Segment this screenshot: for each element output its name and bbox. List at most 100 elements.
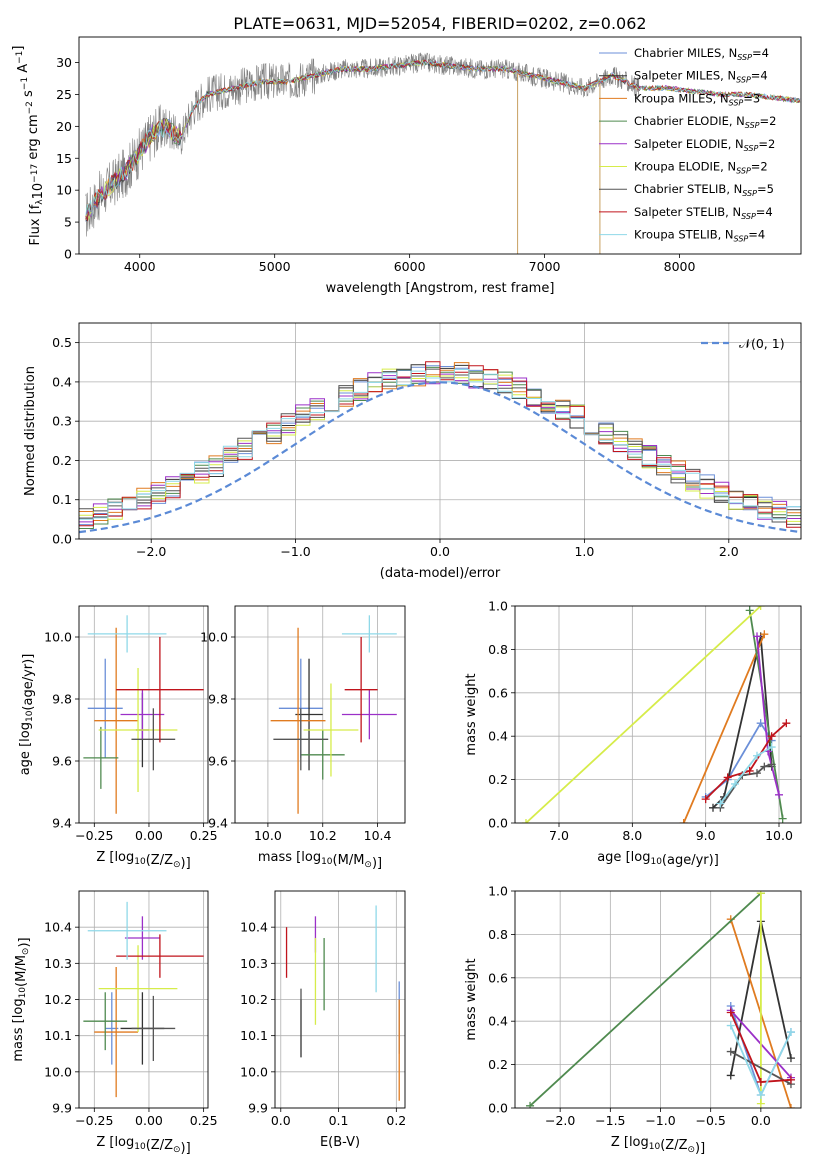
weight-marker-5 bbox=[522, 819, 530, 823]
weight-marker-8 bbox=[753, 751, 761, 760]
label-part: (Z/Z bbox=[660, 1138, 687, 1153]
y-tick-label: 10.0 bbox=[240, 1064, 268, 1079]
y-tick-label: 30 bbox=[56, 55, 72, 70]
y-tick-label: 10.1 bbox=[44, 1028, 72, 1043]
y-tick-label: 0.6 bbox=[488, 685, 508, 700]
label-part: (M/M bbox=[333, 853, 365, 868]
y-tick-label: 0.8 bbox=[488, 642, 508, 657]
legend-count: =4 bbox=[756, 205, 773, 219]
x-axis-label: E(B-V) bbox=[320, 1135, 360, 1150]
weight-marker-2 bbox=[786, 1104, 795, 1108]
label-part: log bbox=[114, 1135, 134, 1150]
weight-marker-7 bbox=[767, 732, 776, 741]
label-part: ⊙ bbox=[173, 860, 181, 870]
axes-frame bbox=[514, 605, 802, 824]
x-tick-label: −1.0 bbox=[280, 544, 310, 559]
y-tick-label: 10.4 bbox=[240, 920, 268, 935]
label-part: log bbox=[11, 998, 26, 1018]
weight-marker-3 bbox=[778, 814, 787, 823]
weight-marker-1 bbox=[726, 1071, 735, 1080]
plot-area bbox=[270, 615, 397, 814]
mass-vs-extinction-panel: 0.0 0.1 0.2 9.9 10.0 10.1 10.2 10.3 10.4 E(B-V) bbox=[240, 890, 406, 1150]
label-part: age [ bbox=[597, 850, 630, 865]
x-tick-label: −1.5 bbox=[595, 1113, 625, 1128]
x-tick-label: 8000 bbox=[664, 259, 696, 274]
x-tick-label: −2.0 bbox=[545, 1113, 575, 1128]
label-part: −17 bbox=[30, 164, 40, 183]
y-tick-label: 9.9 bbox=[52, 1101, 72, 1116]
label-part: ⊙ bbox=[364, 860, 372, 870]
label-part: −2 bbox=[25, 101, 35, 114]
y-tick-label: 0.0 bbox=[488, 1101, 508, 1116]
x-tick-label: 10.2 bbox=[309, 828, 337, 843]
legend-sub: SSP bbox=[744, 144, 759, 153]
x-tick-label: 10.4 bbox=[364, 828, 392, 843]
legend-sub: SSP bbox=[737, 53, 752, 62]
x-axis-label: Z [log10(Z/Z⊙)] bbox=[611, 1135, 705, 1156]
label-part: age [ bbox=[18, 742, 33, 775]
x-tick-label: 0.00 bbox=[135, 828, 163, 843]
weight-marker-4 bbox=[753, 632, 761, 641]
x-tick-label: −0.5 bbox=[696, 1113, 726, 1128]
label-part: log bbox=[629, 1135, 649, 1150]
weight-marker-0 bbox=[756, 719, 765, 728]
legend-sub: SSP bbox=[736, 167, 751, 176]
x-axis-label: Z [log10(Z/Z⊙)] bbox=[96, 850, 190, 871]
axes-frame bbox=[78, 36, 802, 255]
x-axis-label: Z [log10(Z/Z⊙)] bbox=[96, 1135, 190, 1156]
label-part: log bbox=[114, 850, 134, 865]
x-axis-label: age [log10(age/yr)] bbox=[597, 850, 719, 868]
weight-marker-7 bbox=[723, 773, 732, 782]
weight-marker-8 bbox=[767, 743, 776, 752]
mass-vs-metallicity-panel: −0.25 0.00 0.259.910.010.110.210.310.4Z [l… bbox=[11, 890, 218, 1156]
x-tick-label: 1.0 bbox=[574, 544, 594, 559]
y-tick-label: 0.2 bbox=[488, 772, 508, 787]
y-axis-label: age [log10(age/yr)] bbox=[18, 654, 36, 776]
y-axis-label: Flux [fλ10−17 erg cm−2 s−1 A−1] bbox=[11, 46, 46, 246]
legend-count: =2 bbox=[760, 114, 777, 128]
y-tick-label: 0.3 bbox=[52, 414, 72, 429]
y-tick-label: 9.4 bbox=[52, 816, 72, 831]
x-tick-label: 0.0 bbox=[430, 544, 450, 559]
label-part: (Z/Z bbox=[146, 853, 173, 868]
plot-area bbox=[526, 891, 795, 1108]
x-tick-label: 8.0 bbox=[622, 828, 642, 843]
x-tick-label: 0.0 bbox=[751, 1113, 771, 1128]
label-part: mass [ bbox=[11, 1018, 26, 1061]
label-sub: 10 bbox=[650, 857, 662, 867]
x-tick-label: 0.25 bbox=[190, 1113, 218, 1128]
weight-line-1 bbox=[712, 636, 773, 809]
weight-line-8 bbox=[719, 746, 773, 805]
weight-marker-7 bbox=[786, 1075, 795, 1084]
x-tick-label: 4000 bbox=[124, 259, 156, 274]
y-tick-label: 10.1 bbox=[240, 1028, 268, 1043]
residual-histogram-panel: −2.0 −1.0 0.0 1.0 2.0 0.0 0.1 0.2 0.3 0.4 0.5 (data… bbox=[23, 322, 802, 581]
y-tick-label: 0.4 bbox=[52, 374, 72, 389]
label-part: )] bbox=[181, 1141, 191, 1156]
weight-marker-5 bbox=[756, 606, 765, 610]
legend-sub: SSP bbox=[745, 121, 760, 130]
weight-marker-6 bbox=[753, 769, 761, 778]
legend-count: =5 bbox=[757, 182, 774, 196]
legend-label-1: Salpeter MILES, NSSP=4 bbox=[634, 69, 768, 85]
x-axis-label: wavelength [Angstrom, rest frame] bbox=[326, 281, 555, 296]
weight-marker-8 bbox=[786, 1028, 795, 1037]
label-part: ⊙ bbox=[173, 1145, 181, 1155]
label-part: −1 bbox=[15, 51, 25, 64]
label-part: )] bbox=[372, 856, 382, 871]
y-tick-label: 9.9 bbox=[248, 1101, 268, 1116]
x-tick-label: 0.25 bbox=[190, 828, 218, 843]
x-tick-label: 2.0 bbox=[719, 544, 739, 559]
weight-vs-age-panel: 7.0 8.0 9.0 10.0 0.0 0.2 0.4 0.6 0.8 1.0 age [log1… bbox=[464, 599, 802, 868]
y-tick-label: 10.0 bbox=[44, 1064, 72, 1079]
legend-sub: SSP bbox=[742, 189, 757, 198]
y-tick-label: 10.3 bbox=[240, 956, 268, 971]
legend-count: =3 bbox=[743, 91, 760, 105]
y-tick-label: 1.0 bbox=[488, 884, 508, 899]
label-sub: 10 bbox=[649, 1142, 661, 1152]
x-tick-label: 0.1 bbox=[329, 1113, 349, 1128]
y-tick-label: 10.3 bbox=[44, 956, 72, 971]
y-tick-label: 0.6 bbox=[488, 970, 508, 985]
label-sub: 10 bbox=[134, 857, 146, 867]
y-tick-label: 9.6 bbox=[52, 754, 72, 769]
